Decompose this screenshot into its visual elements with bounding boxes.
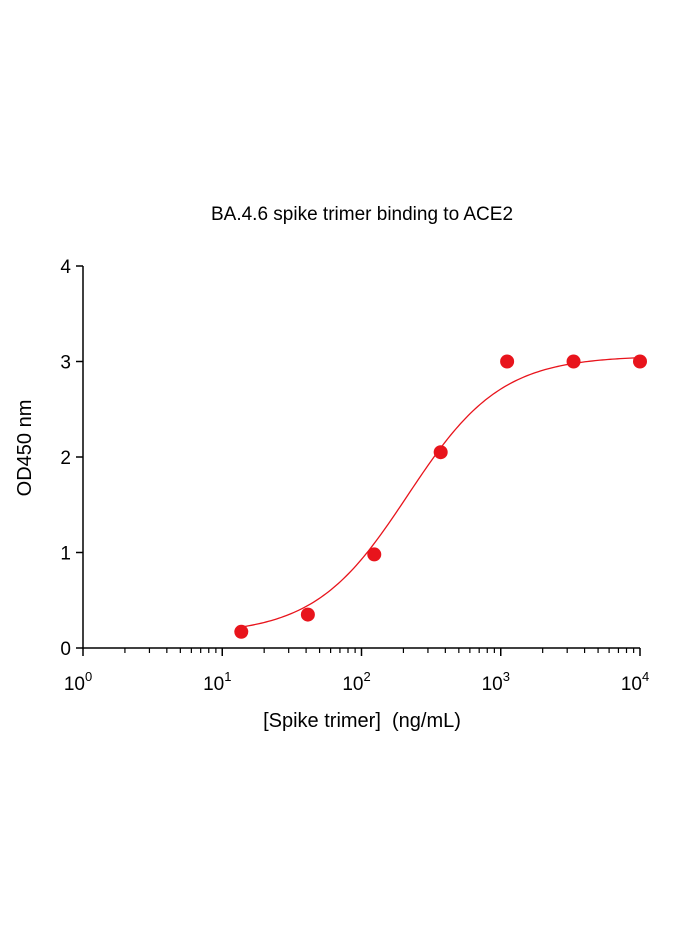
x-tick-label-0: 100: [64, 669, 92, 695]
data-point-4: [500, 354, 515, 369]
y-tick-label-1: 1: [60, 544, 71, 565]
data-point-5: [566, 354, 581, 369]
y-axis-label: OD450 nm: [14, 400, 36, 497]
data-point-2: [367, 547, 382, 562]
data-point-0: [234, 624, 249, 639]
y-tick-label-2: 2: [60, 448, 71, 469]
y-tick-label-3: 3: [60, 353, 71, 374]
points-layer: [234, 354, 647, 639]
x-tick-label-3: 103: [482, 669, 510, 695]
data-point-1: [300, 607, 315, 622]
y-tick-label-4: 4: [60, 257, 71, 278]
fit-layer: [241, 357, 641, 628]
data-point-3: [433, 445, 448, 460]
fit-curve: [241, 357, 641, 628]
x-tick-label-4: 104: [621, 669, 649, 695]
data-point-6: [633, 354, 647, 369]
x-tick-label-2: 102: [342, 669, 370, 695]
y-tick-label-0: 0: [60, 639, 71, 660]
axes: 0 1 2 3 4 100 101 102 103 104: [60, 257, 649, 695]
chart-title: BA.4.6 spike trimer binding to ACE2: [211, 204, 513, 225]
x-axis-label: [Spike trimer] (ng/mL): [263, 710, 461, 732]
x-tick-label-1: 101: [203, 669, 231, 695]
